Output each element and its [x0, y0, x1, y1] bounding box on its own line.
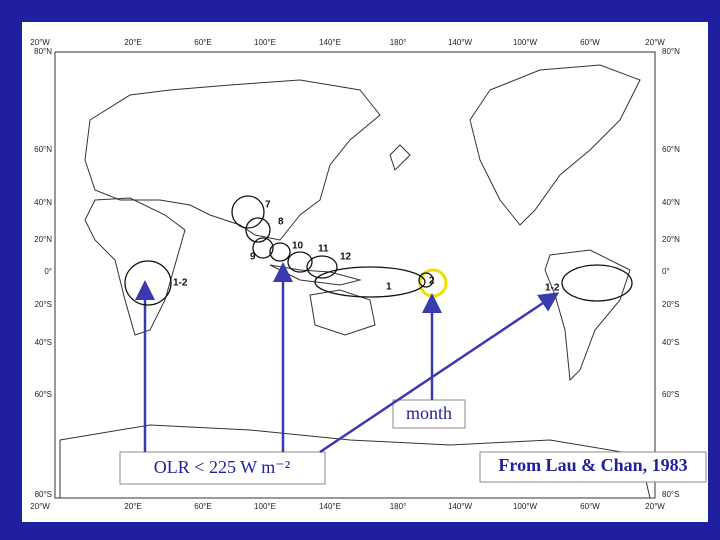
olr-region: [287, 251, 313, 273]
region-label: 1-2: [545, 283, 560, 294]
lon-label: 20°W: [30, 38, 50, 47]
region-label: 8: [278, 217, 284, 228]
lat-label: 80°S: [662, 490, 679, 499]
region-label: 9: [250, 252, 256, 263]
lat-label: 20°N: [662, 235, 680, 244]
region-label: 10: [292, 241, 304, 252]
lat-label: 20°S: [662, 300, 679, 309]
lat-label: 60°N: [662, 145, 680, 154]
month-label: month: [406, 403, 452, 423]
threshold-label: OLR < 225 W m⁻²: [154, 457, 290, 477]
lon-label: 140°E: [319, 38, 341, 47]
region-label: 2: [429, 276, 435, 287]
olr-region: [314, 266, 426, 298]
month-box: [392, 399, 466, 429]
lon-label: 100°W: [513, 502, 538, 511]
threshold-box: [119, 451, 326, 485]
region-label: 7: [265, 200, 271, 211]
olr-region: [245, 217, 271, 243]
lon-label: 20°E: [124, 502, 141, 511]
region-label: 1: [386, 282, 392, 293]
lon-label: 180°: [390, 38, 407, 47]
region-label: 12: [340, 252, 352, 263]
lon-label: 100°E: [254, 38, 276, 47]
continents: [59, 64, 651, 499]
lon-label: 20°E: [124, 38, 141, 47]
map-panel: [22, 22, 708, 522]
olr-region: [124, 260, 172, 306]
olr-region: [252, 237, 274, 259]
lon-label: 60°E: [194, 502, 211, 511]
olr-region: [306, 255, 338, 279]
lat-label: 40°S: [35, 338, 52, 347]
lon-label: 60°W: [580, 38, 600, 47]
lon-label: 100°W: [513, 38, 538, 47]
lon-label: 60°W: [580, 502, 600, 511]
lat-label: 80°S: [35, 490, 52, 499]
arrow: [319, 292, 560, 454]
lon-label: 60°E: [194, 38, 211, 47]
olr-region: [231, 195, 265, 229]
lon-label: 20°W: [30, 502, 50, 511]
lat-label: 80°N: [34, 47, 52, 56]
lon-label: 180°: [390, 502, 407, 511]
region-label: 1-2: [173, 278, 188, 289]
lat-label: 60°S: [662, 390, 679, 399]
lon-label: 140°E: [319, 502, 341, 511]
source-box: [479, 451, 707, 483]
lon-label: 100°E: [254, 502, 276, 511]
lat-label: 40°S: [662, 338, 679, 347]
olr-region: [561, 264, 633, 302]
lat-label: 60°S: [35, 390, 52, 399]
lat-label: 40°N: [662, 198, 680, 207]
source-label: From Lau & Chan, 1983: [498, 455, 687, 475]
lon-label: 20°W: [645, 502, 665, 511]
lat-label: 40°N: [34, 198, 52, 207]
lat-label: 0°: [662, 267, 670, 276]
lat-label: 20°N: [34, 235, 52, 244]
lon-label: 140°W: [448, 502, 473, 511]
lat-label: 20°S: [35, 300, 52, 309]
lat-label: 0°: [44, 267, 52, 276]
lon-label: 20°W: [645, 38, 665, 47]
olr-region: [269, 242, 291, 262]
olr-region: [418, 272, 434, 288]
region-label: 11: [318, 244, 329, 255]
lat-label: 80°N: [662, 47, 680, 56]
lon-label: 140°W: [448, 38, 473, 47]
lat-label: 60°N: [34, 145, 52, 154]
